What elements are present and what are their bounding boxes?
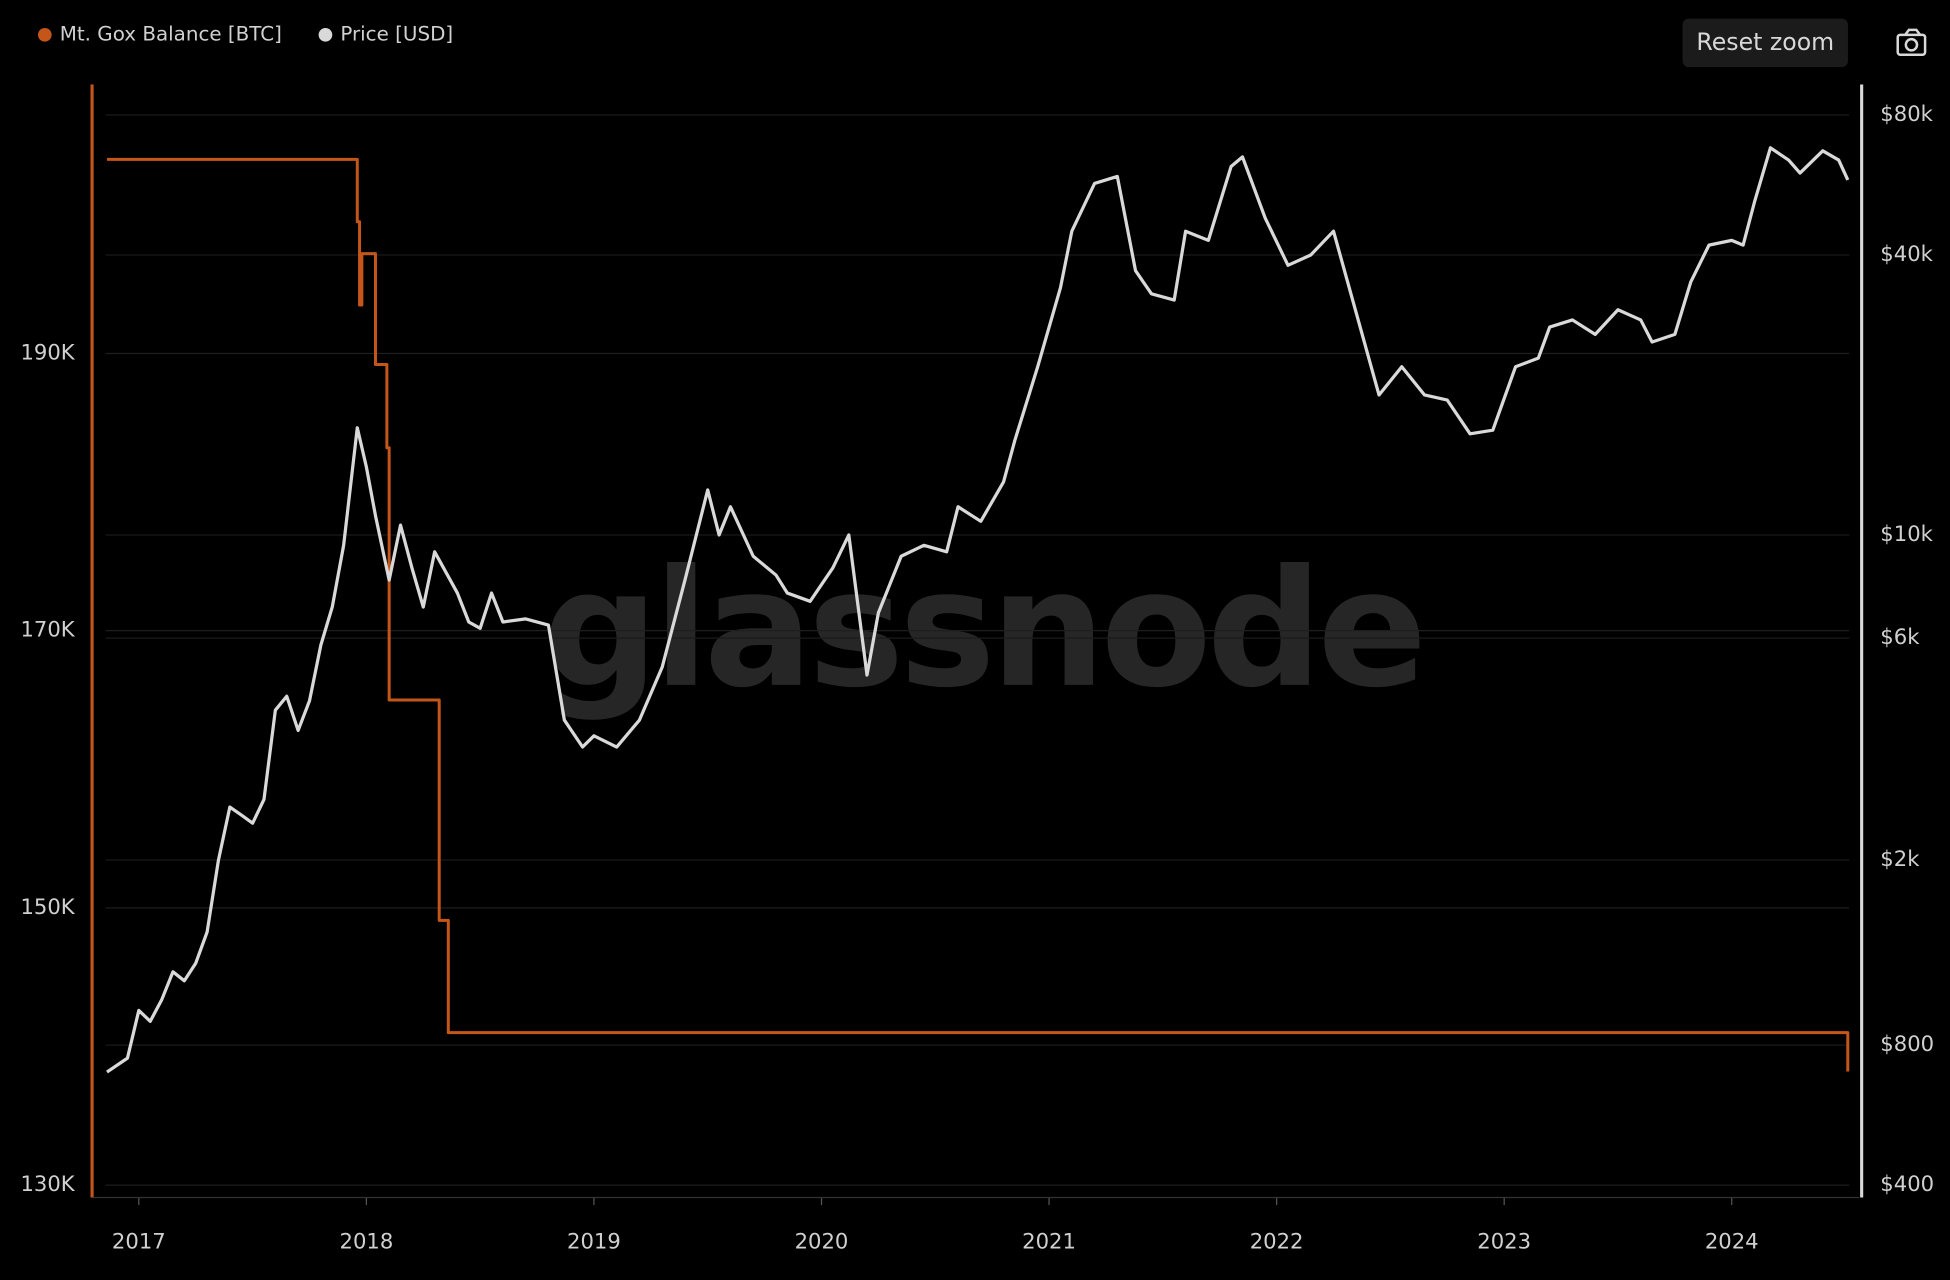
legend-label: Price [USD] xyxy=(340,22,453,45)
legend-marker xyxy=(37,27,52,42)
legend-item[interactable]: Price [USD] xyxy=(318,22,454,45)
plot: 130K 150K 170K 190K $400 $800 $2k $6k $10k $40k $8… xyxy=(20,84,1934,1253)
y2-tick-label: $40k xyxy=(1880,241,1933,266)
y2-tick-label: $10k xyxy=(1880,521,1933,546)
y2-tick-label: $400 xyxy=(1880,1171,1934,1196)
camera-lens[interactable] xyxy=(1904,37,1919,52)
button-background[interactable] xyxy=(1682,18,1848,68)
y-tick-label: 130K xyxy=(20,1171,75,1196)
y2-tick-label: $6k xyxy=(1880,624,1920,649)
x-tick-label: 2018 xyxy=(340,1228,394,1253)
y2-tick-label: $800 xyxy=(1880,1031,1934,1056)
series-line xyxy=(106,157,1850,1072)
x-tick-label: 2023 xyxy=(1477,1228,1531,1253)
legend-item[interactable]: Mt. Gox Balance [BTC] xyxy=(37,22,282,45)
camera-body[interactable] xyxy=(1896,33,1927,56)
y-tick-label: 150K xyxy=(20,894,75,919)
x-tick-label: 2022 xyxy=(1250,1228,1304,1253)
x-tick-label: 2021 xyxy=(1022,1228,1076,1253)
legend-label: Mt. Gox Balance [BTC] xyxy=(60,22,282,45)
x-tick-label: 2017 xyxy=(112,1228,166,1253)
y2-tick-label: $2k xyxy=(1880,846,1920,871)
legend-marker xyxy=(318,27,333,42)
y-tick-label: 190K xyxy=(20,339,75,364)
x-tick-label: 2020 xyxy=(795,1228,849,1253)
camera-top[interactable] xyxy=(1904,28,1922,36)
button-label[interactable]: Reset zoom xyxy=(1696,28,1834,56)
x-tick-label: 2024 xyxy=(1705,1228,1759,1253)
y2-tick-label: $80k xyxy=(1880,101,1933,126)
series-line xyxy=(106,146,1850,1074)
camera-button[interactable] xyxy=(1896,28,1927,56)
reset-zoom-button[interactable]: Reset zoom xyxy=(1682,18,1848,68)
x-tick-label: 2019 xyxy=(567,1228,621,1253)
y-tick-label: 170K xyxy=(20,617,75,642)
watermark: glassnode xyxy=(543,536,1422,724)
